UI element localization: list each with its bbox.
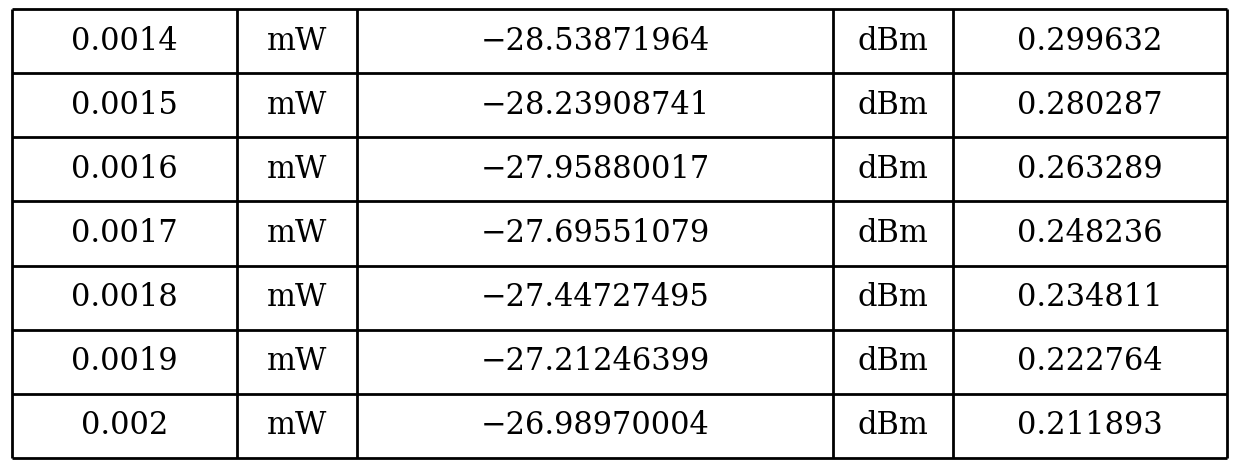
Text: mW: mW [266, 410, 327, 441]
Text: dBm: dBm [857, 218, 929, 249]
Text: 0.248236: 0.248236 [1017, 218, 1163, 249]
Text: −26.98970004: −26.98970004 [481, 410, 710, 441]
Text: −28.23908741: −28.23908741 [481, 90, 710, 121]
Text: mW: mW [266, 26, 327, 57]
Text: mW: mW [266, 90, 327, 121]
Text: −27.21246399: −27.21246399 [481, 346, 710, 377]
Text: 0.234811: 0.234811 [1017, 282, 1163, 313]
Text: mW: mW [266, 282, 327, 313]
Text: 0.211893: 0.211893 [1017, 410, 1163, 441]
Text: 0.0017: 0.0017 [72, 218, 178, 249]
Text: mW: mW [266, 346, 327, 377]
Text: mW: mW [266, 218, 327, 249]
Text: 0.002: 0.002 [81, 410, 169, 441]
Text: −27.44727495: −27.44727495 [481, 282, 710, 313]
Text: −28.53871964: −28.53871964 [481, 26, 710, 57]
Text: 0.0018: 0.0018 [72, 282, 178, 313]
Text: dBm: dBm [857, 90, 929, 121]
Text: dBm: dBm [857, 346, 929, 377]
Text: 0.222764: 0.222764 [1017, 346, 1163, 377]
Text: −27.69551079: −27.69551079 [481, 218, 710, 249]
Text: dBm: dBm [857, 410, 929, 441]
Text: 0.263289: 0.263289 [1017, 154, 1163, 185]
Text: dBm: dBm [857, 154, 929, 185]
Text: 0.0019: 0.0019 [72, 346, 178, 377]
Text: 0.299632: 0.299632 [1017, 26, 1162, 57]
Text: dBm: dBm [857, 26, 929, 57]
Text: 0.0016: 0.0016 [72, 154, 178, 185]
Text: 0.0015: 0.0015 [72, 90, 178, 121]
Text: mW: mW [266, 154, 327, 185]
Text: −27.95880017: −27.95880017 [481, 154, 710, 185]
Text: 0.0014: 0.0014 [72, 26, 178, 57]
Text: 0.280287: 0.280287 [1017, 90, 1163, 121]
Text: dBm: dBm [857, 282, 929, 313]
